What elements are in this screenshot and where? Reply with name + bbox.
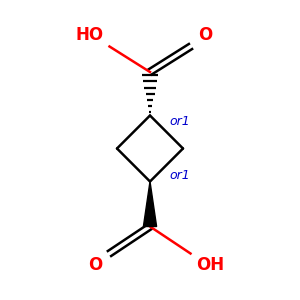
Text: or1: or1 — [169, 169, 190, 182]
Text: or1: or1 — [169, 115, 190, 128]
Text: OH: OH — [196, 256, 225, 274]
Text: O: O — [88, 256, 102, 274]
Polygon shape — [143, 182, 157, 226]
Text: HO: HO — [75, 26, 103, 44]
Text: O: O — [198, 26, 212, 44]
